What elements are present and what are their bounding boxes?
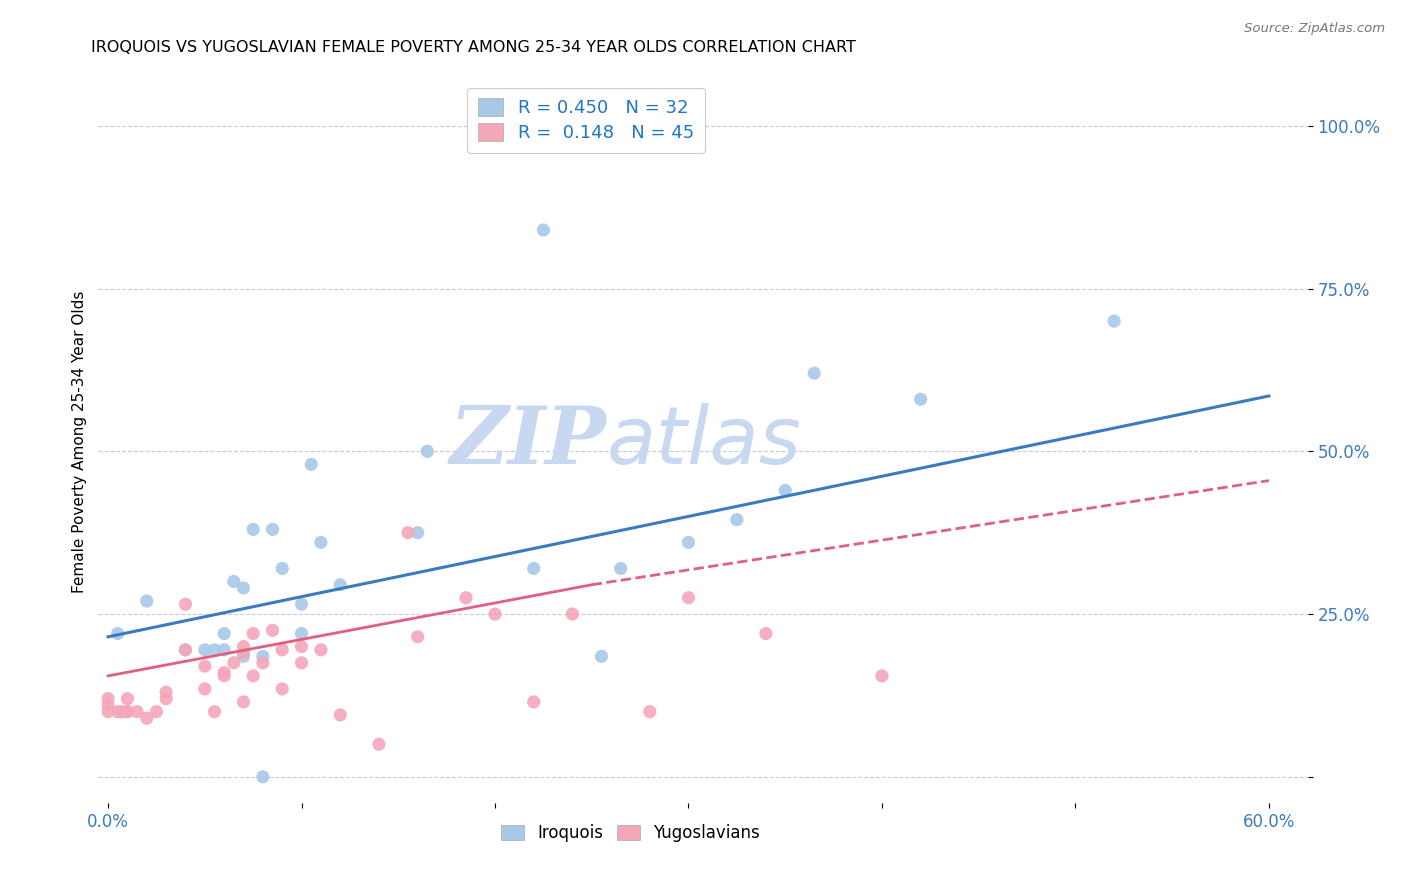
Point [97,698,120,713]
Point [252,656,274,670]
Point [910,392,932,407]
Point [591,649,613,664]
Text: ZIP: ZIP [450,403,606,480]
Point [194,681,217,696]
Point [271,643,294,657]
Point [290,626,312,640]
Point [111,705,134,719]
Point [262,523,284,537]
Point [290,597,312,611]
Point [135,711,157,725]
Point [232,649,254,664]
Point [204,643,226,657]
Text: atlas: atlas [606,402,801,481]
Point [212,643,235,657]
Point [803,366,825,380]
Point [329,578,352,592]
Point [212,669,235,683]
Text: IROQUOIS VS YUGOSLAVIAN FEMALE POVERTY AMONG 25-34 YEAR OLDS CORRELATION CHART: IROQUOIS VS YUGOSLAVIAN FEMALE POVERTY A… [91,40,856,55]
Point [232,640,254,654]
Point [299,458,322,472]
Point [454,591,477,605]
Point [222,574,245,589]
Point [242,523,264,537]
Text: Source: ZipAtlas.com: Source: ZipAtlas.com [1244,22,1385,36]
Point [117,705,139,719]
Point [406,630,429,644]
Point [309,535,332,549]
Point [252,770,274,784]
Point [523,561,546,575]
Point [155,691,177,706]
Point [406,525,429,540]
Point [232,581,254,595]
Point [194,643,217,657]
Y-axis label: Female Poverty Among 25-34 Year Olds: Female Poverty Among 25-34 Year Olds [72,291,87,592]
Point [117,691,139,706]
Point [561,607,583,621]
Point [396,525,419,540]
Point [638,705,661,719]
Point [290,656,312,670]
Point [531,223,554,237]
Point [755,626,778,640]
Point [271,681,294,696]
Point [252,649,274,664]
Point [262,624,284,638]
Point [194,659,217,673]
Point [145,705,167,719]
Point [222,656,245,670]
Point [870,669,893,683]
Point [97,705,120,719]
Point [107,705,129,719]
Point [1102,314,1125,328]
Point [678,535,700,549]
Point [204,705,226,719]
Point [212,626,235,640]
Point [309,643,332,657]
Point [368,737,391,751]
Legend: Iroquois, Yugoslavians: Iroquois, Yugoslavians [494,817,766,848]
Point [232,695,254,709]
Point [416,444,439,458]
Point [97,691,120,706]
Point [329,707,352,722]
Point [174,643,197,657]
Point [678,591,700,605]
Point [271,561,294,575]
Point [174,643,197,657]
Point [773,483,796,498]
Point [725,513,748,527]
Point [232,646,254,660]
Point [242,626,264,640]
Point [117,705,139,719]
Point [212,665,235,680]
Point [155,685,177,699]
Point [484,607,506,621]
Point [107,626,129,640]
Point [135,594,157,608]
Point [127,705,149,719]
Point [242,669,264,683]
Point [174,597,197,611]
Point [523,695,546,709]
Point [610,561,633,575]
Point [290,640,312,654]
